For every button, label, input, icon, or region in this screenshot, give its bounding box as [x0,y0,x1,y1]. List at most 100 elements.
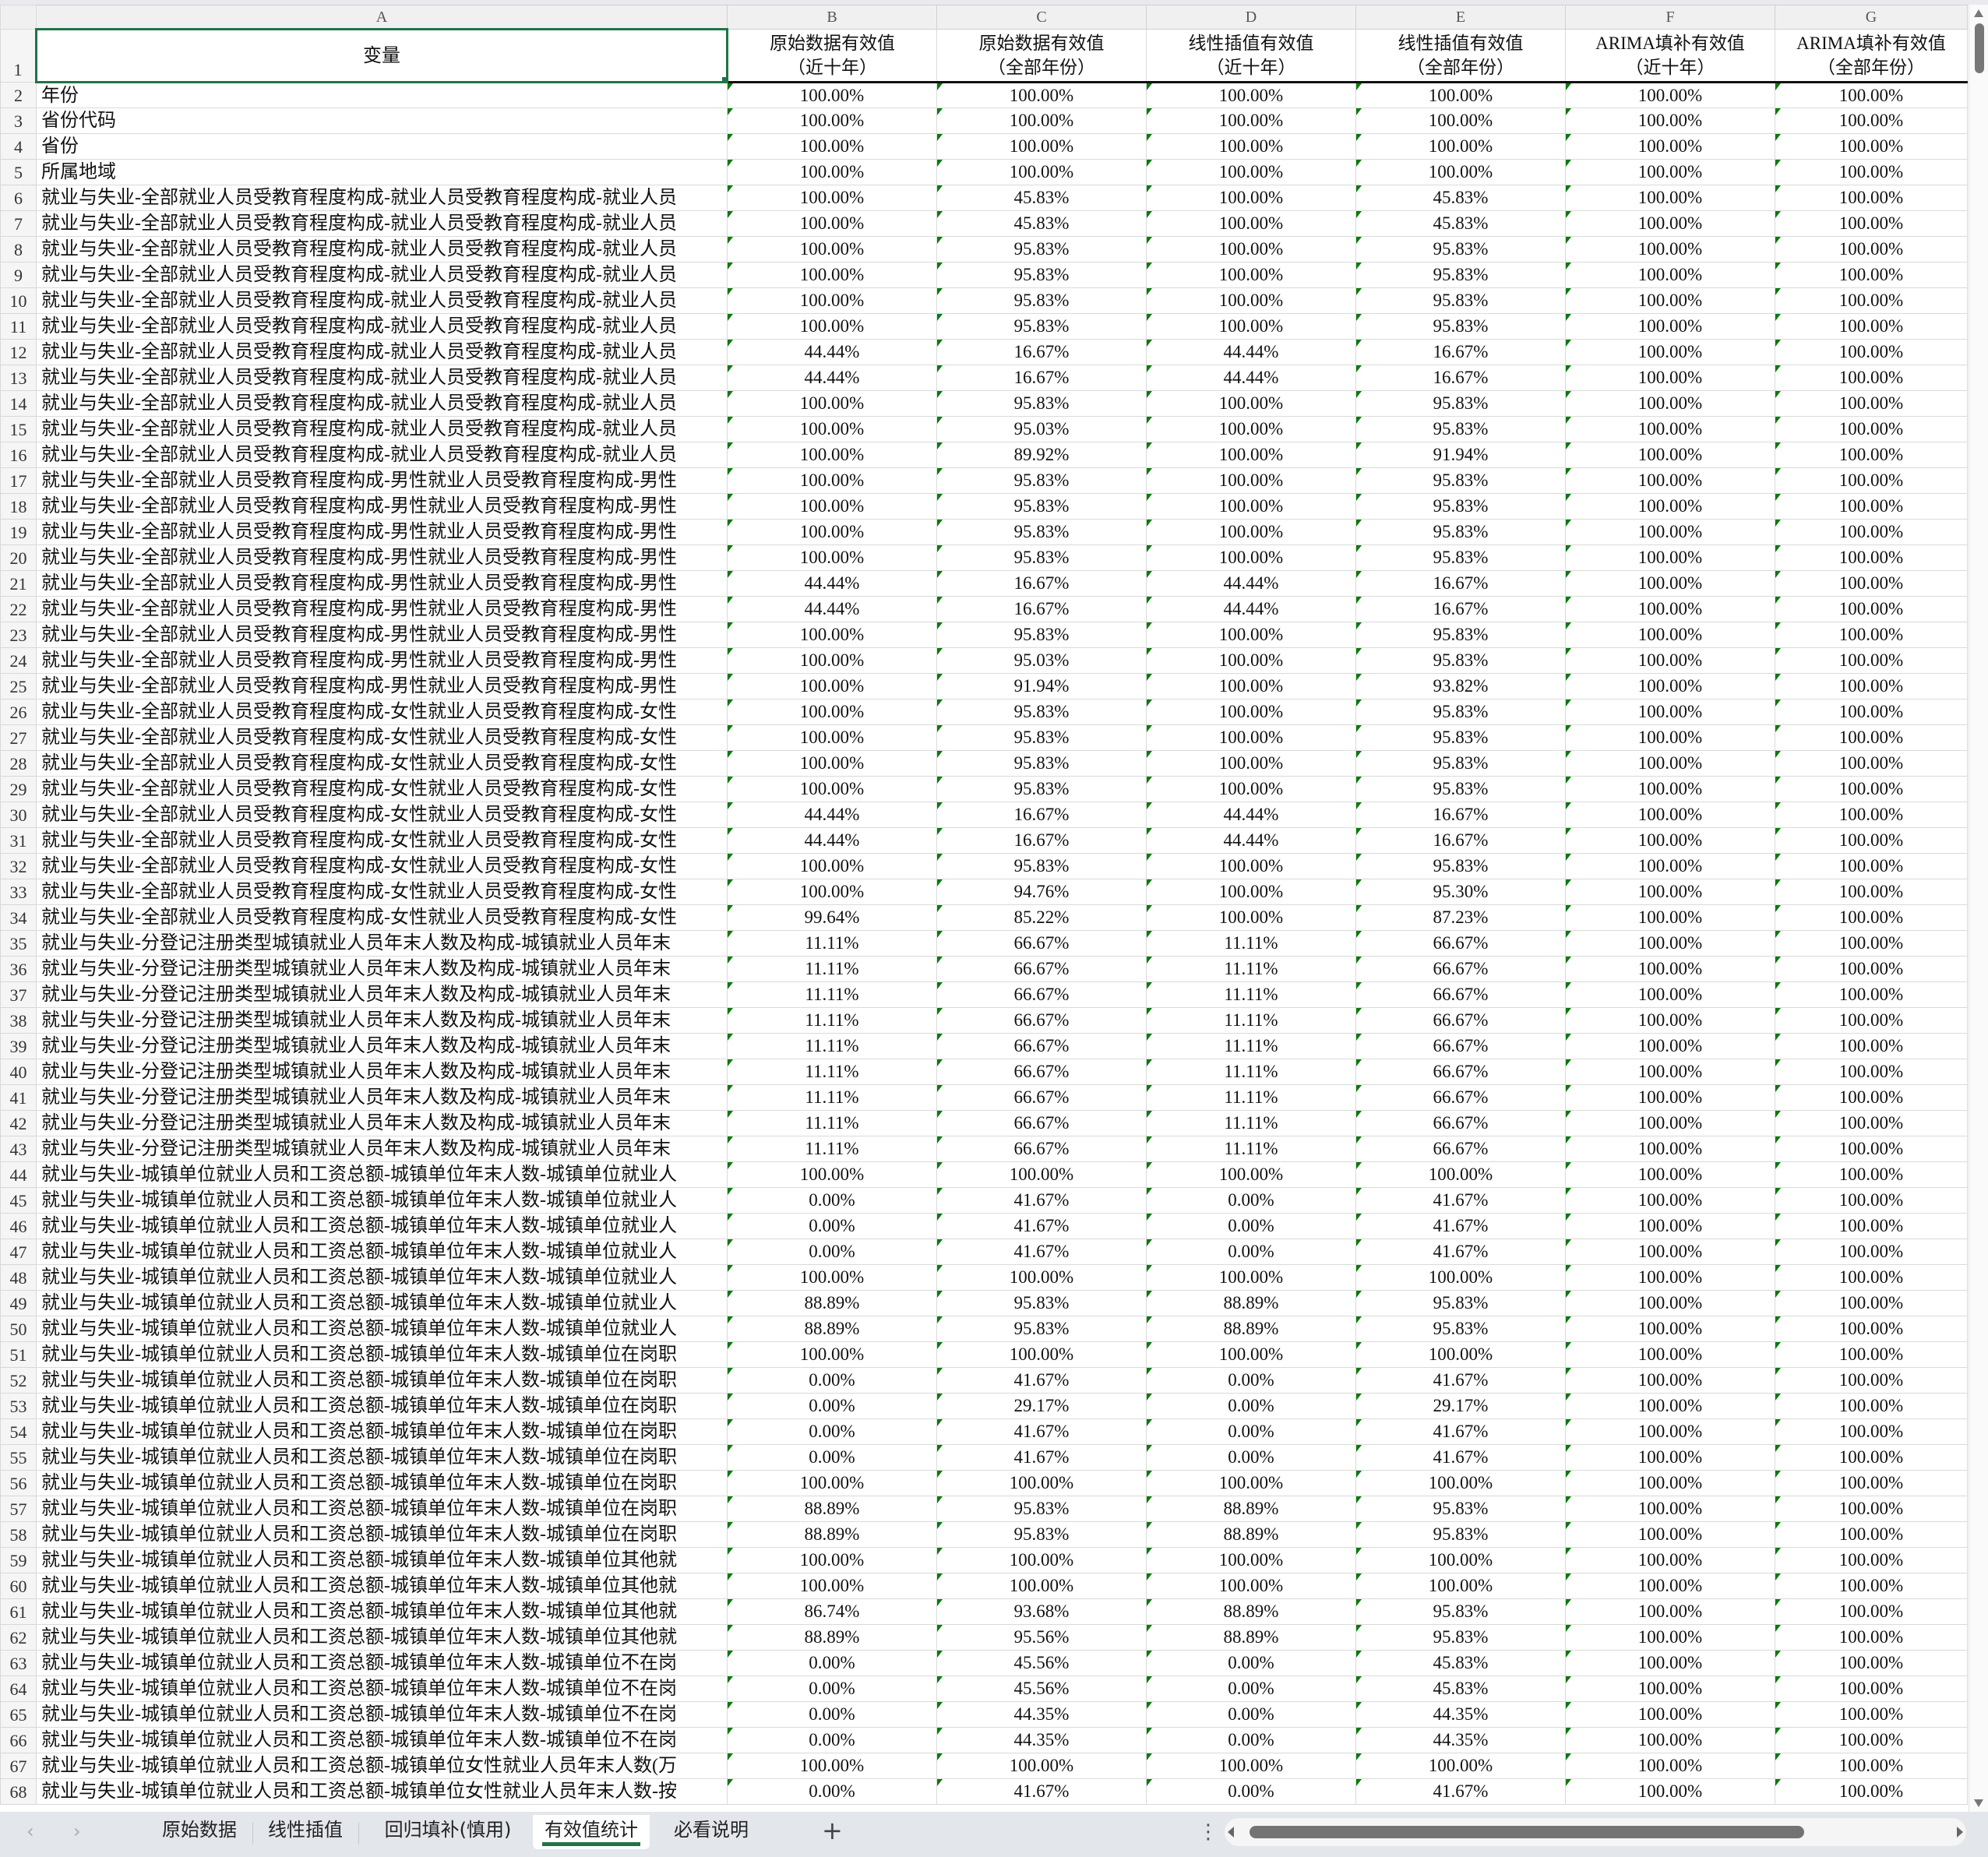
cell-variable[interactable]: 年份 [36,82,728,108]
cell-value[interactable]: 100.00% [1146,416,1356,442]
cell-value[interactable]: 88.89% [1146,1316,1356,1342]
cell-value[interactable]: 66.67% [1355,1110,1566,1136]
row-number[interactable]: 3 [0,107,37,134]
cell-value[interactable]: 100.00% [1146,493,1356,520]
cell-value[interactable]: 100.00% [1146,236,1356,263]
cell-value[interactable]: 0.00% [727,1444,937,1471]
cell-value[interactable]: 95.83% [1355,1598,1566,1625]
cell-value[interactable]: 100.00% [1565,1161,1775,1188]
cell-value[interactable]: 100.00% [1775,1161,1968,1188]
cell-value[interactable]: 100.00% [936,1547,1147,1573]
cell-value[interactable]: 100.00% [727,262,937,288]
cell-variable[interactable]: 就业与失业-城镇单位就业人员和工资总额-城镇单位年末人数-城镇单位就业人 [36,1239,728,1265]
cell-value[interactable]: 100.00% [1565,1084,1775,1111]
cell-value[interactable]: 100.00% [1565,879,1775,905]
cell-value[interactable]: 100.00% [1565,133,1775,160]
cell-value[interactable]: 100.00% [1565,647,1775,674]
cell-value[interactable]: 100.00% [1775,210,1968,237]
cell-value[interactable]: 16.67% [936,827,1147,854]
cell-value[interactable]: 44.35% [1355,1701,1566,1728]
cell-variable[interactable]: 就业与失业-全部就业人员受教育程度构成-男性就业人员受教育程度构成-男性 [36,673,728,699]
cell-value[interactable]: 95.83% [936,1496,1147,1522]
cell-value[interactable]: 100.00% [1565,1367,1775,1394]
row-number[interactable]: 53 [0,1393,37,1419]
sheet-tab[interactable]: 必看说明 [674,1819,749,1841]
cell-value[interactable]: 95.83% [1355,544,1566,571]
row-number[interactable]: 68 [0,1778,37,1805]
cell-variable-header[interactable]: 变量 [35,28,728,83]
row-number[interactable]: 13 [0,365,37,391]
cell-value[interactable]: 100.00% [1775,493,1968,520]
cell-value[interactable]: 41.67% [936,1418,1147,1445]
row-number[interactable]: 8 [0,236,37,263]
cell-value[interactable]: 100.00% [936,1573,1147,1599]
cell-value[interactable]: 100.00% [1775,1753,1968,1779]
cell-value[interactable]: 16.67% [1355,827,1566,854]
cell-value[interactable]: 95.83% [936,544,1147,571]
cell-value[interactable]: 16.67% [1355,339,1566,365]
cell-value[interactable]: 66.67% [936,1084,1147,1111]
cell-value[interactable]: 100.00% [1146,1161,1356,1188]
cell-column-header[interactable]: 原始数据有效值 （全部年份） [936,29,1147,83]
vertical-dots-icon[interactable]: ⋮ [1198,1820,1218,1844]
cell-variable[interactable]: 就业与失业-全部就业人员受教育程度构成-男性就业人员受教育程度构成-男性 [36,467,728,494]
row-number[interactable]: 15 [0,416,37,442]
cell-value[interactable]: 100.00% [1775,287,1968,314]
cell-value[interactable]: 100.00% [1146,673,1356,699]
cell-value[interactable]: 100.00% [1565,622,1775,648]
cell-value[interactable]: 100.00% [1565,750,1775,777]
cell-variable[interactable]: 就业与失业-全部就业人员受教育程度构成-女性就业人员受教育程度构成-女性 [36,879,728,905]
cell-variable[interactable]: 就业与失业-城镇单位就业人员和工资总额-城镇单位年末人数-城镇单位不在岗 [36,1650,728,1676]
row-number[interactable]: 38 [0,1007,37,1034]
cell-value[interactable]: 100.00% [1775,1239,1968,1265]
cell-variable[interactable]: 就业与失业-全部就业人员受教育程度构成-男性就业人员受教育程度构成-男性 [36,570,728,597]
cell-value[interactable]: 0.00% [1146,1239,1356,1265]
cell-value[interactable]: 95.83% [936,390,1147,417]
cell-value[interactable]: 100.00% [1565,1753,1775,1779]
cell-value[interactable]: 100.00% [1565,1290,1775,1316]
cell-value[interactable]: 100.00% [1565,442,1775,468]
cell-value[interactable]: 100.00% [1565,1059,1775,1085]
cell-value[interactable]: 41.67% [936,1778,1147,1805]
cell-value[interactable]: 100.00% [1775,853,1968,879]
column-header-b[interactable]: B [727,5,937,30]
cell-value[interactable]: 100.00% [1146,879,1356,905]
cell-value[interactable]: 0.00% [727,1393,937,1419]
cell-value[interactable]: 41.67% [1355,1778,1566,1805]
cell-value[interactable]: 66.67% [1355,1084,1566,1111]
cell-value[interactable]: 100.00% [1775,82,1968,108]
cell-variable[interactable]: 就业与失业-全部就业人员受教育程度构成-女性就业人员受教育程度构成-女性 [36,827,728,854]
cell-value[interactable]: 11.11% [1146,1033,1356,1059]
cell-value[interactable]: 100.00% [727,133,937,160]
cell-value[interactable]: 95.83% [1355,262,1566,288]
cell-value[interactable]: 95.83% [936,519,1147,545]
cell-value[interactable]: 100.00% [1355,107,1566,134]
cell-value[interactable]: 100.00% [1565,776,1775,802]
cell-value[interactable]: 95.83% [1355,1521,1566,1548]
cell-value[interactable]: 95.83% [1355,236,1566,263]
cell-value[interactable]: 100.00% [1775,313,1968,340]
cell-variable[interactable]: 就业与失业-全部就业人员受教育程度构成-就业人员受教育程度构成-就业人员 [36,287,728,314]
cell-value[interactable]: 95.83% [1355,776,1566,802]
cell-variable[interactable]: 就业与失业-分登记注册类型城镇就业人员年末人数及构成-城镇就业人员年末 [36,981,728,1008]
cell-value[interactable]: 95.83% [936,776,1147,802]
cell-value[interactable]: 100.00% [1775,827,1968,854]
cell-variable[interactable]: 就业与失业-全部就业人员受教育程度构成-就业人员受教育程度构成-就业人员 [36,313,728,340]
cell-value[interactable]: 0.00% [1146,1393,1356,1419]
cell-value[interactable]: 95.83% [936,236,1147,263]
cell-value[interactable]: 88.89% [1146,1496,1356,1522]
cell-value[interactable]: 100.00% [1565,1341,1775,1368]
cell-value[interactable]: 95.83% [936,853,1147,879]
cell-value[interactable]: 100.00% [1146,1547,1356,1573]
cell-value[interactable]: 11.11% [1146,1084,1356,1111]
cell-value[interactable]: 100.00% [1565,570,1775,597]
cell-value[interactable]: 100.00% [1565,724,1775,751]
row-number[interactable]: 1 [0,29,37,83]
cell-value[interactable]: 100.00% [1775,1624,1968,1651]
column-header-f[interactable]: F [1565,5,1775,30]
row-number[interactable]: 28 [0,750,37,777]
cell-value[interactable]: 100.00% [1565,802,1775,828]
cell-value[interactable]: 100.00% [1775,390,1968,417]
cell-value[interactable]: 66.67% [936,1110,1147,1136]
cell-value[interactable]: 100.00% [1775,467,1968,494]
